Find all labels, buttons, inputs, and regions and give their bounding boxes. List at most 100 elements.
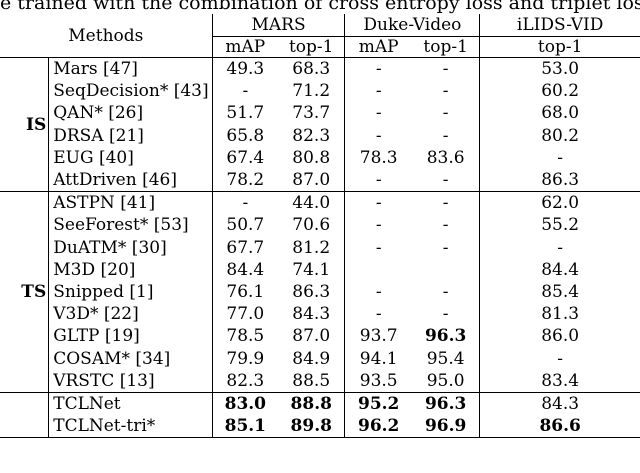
value-cell: 84.9 xyxy=(292,348,331,369)
value-cell: 81.3 xyxy=(479,303,640,326)
value-cell: - xyxy=(344,124,412,147)
value-cell: 78.3 xyxy=(344,146,412,169)
value-cell: 67.7 xyxy=(211,236,279,259)
value-cell: 83.4 xyxy=(479,369,640,393)
table-row: TCLNet-tri* 85.1 89.8 96.2 96.9 86.6 xyxy=(0,415,640,439)
method-name: SeeForest* [53] xyxy=(48,214,213,237)
method-name: V3D* [22] xyxy=(48,303,213,326)
value-cell: 74.1 xyxy=(292,259,331,280)
section-label: TS xyxy=(0,191,49,393)
mars-map-header: mAP xyxy=(211,36,279,58)
value-cell: - xyxy=(442,304,449,325)
value-cell xyxy=(344,258,412,281)
value-cell: 55.2 xyxy=(479,214,640,237)
value-cell: 51.7 xyxy=(211,102,279,125)
table-row: AttDriven [46] 78.2 87.0- -86.3 xyxy=(0,168,640,193)
value-cell: - xyxy=(344,80,412,103)
value-cell: 67.4 xyxy=(211,146,279,169)
method-name: EUG [40] xyxy=(48,146,213,169)
duke-video-header: Duke-Video xyxy=(344,14,480,37)
value-cell: 80.2 xyxy=(479,124,640,147)
value-cell: 87.0 xyxy=(278,168,345,193)
method-name: M3D [20] xyxy=(48,258,213,281)
value-cell: - xyxy=(442,103,449,124)
header-row-metrics: mAP top-1 mAP top-1 top-1 xyxy=(0,36,640,58)
value-cell: 88.5 xyxy=(278,369,345,393)
method-name: TCLNet-tri* xyxy=(48,415,213,439)
value-cell: - xyxy=(442,125,449,146)
value-cell: - xyxy=(344,303,412,326)
value-cell: - xyxy=(211,191,279,215)
value-cell: 87.0 xyxy=(292,326,331,347)
method-name: AttDriven [46] xyxy=(48,168,213,193)
value-cell: 73.7 xyxy=(292,103,331,124)
table-row: TS ASTPN [41] -44.0- -62.0 xyxy=(0,191,640,393)
table-row: M3D [20] 84.4 74.1 84.4 xyxy=(0,258,640,281)
method-name: TCLNet xyxy=(48,392,213,415)
value-cell: 77.0 xyxy=(211,303,279,326)
value-cell: - xyxy=(442,237,449,258)
value-cell: - xyxy=(442,193,449,214)
value-cell: 82.3 xyxy=(211,369,279,393)
table-row: VRSTC [13] 82.3 88.5 93.5 95.0 83.4 xyxy=(0,369,640,393)
value-cell: - xyxy=(344,102,412,125)
value-cell: 50.7 xyxy=(211,214,279,237)
table-row: SeeForest* [53] 50.7 70.6- -55.2 xyxy=(0,214,640,237)
value-cell: 86.6 xyxy=(479,415,640,439)
value-cell: - xyxy=(344,280,412,304)
value-cell: 89.8 xyxy=(278,415,345,439)
method-name: DRSA [21] xyxy=(48,124,213,147)
value-cell: 84.3 xyxy=(479,392,640,415)
method-name: Mars [47] xyxy=(48,57,213,81)
table-row: COSAM* [34] 79.9 84.9 94.1 95.4- xyxy=(0,347,640,370)
results-table: Methods MARS Duke-Video iLIDS-VID mAP to… xyxy=(0,14,640,439)
value-cell: 81.2 xyxy=(292,237,331,258)
value-cell: 96.3 xyxy=(424,393,467,414)
value-cell: 68.0 xyxy=(479,102,640,125)
method-name: GLTP [19] xyxy=(48,325,213,348)
value-cell: 78.2 xyxy=(211,168,279,193)
section-label: IS xyxy=(0,57,49,193)
table-row: EUG [40] 67.4 80.8 78.3 83.6- xyxy=(0,146,640,169)
table-row: GLTP [19] 78.5 87.0 93.7 96.3 86.0 xyxy=(0,325,640,348)
value-cell: - xyxy=(344,168,412,193)
method-name: COSAM* [34] xyxy=(48,347,213,370)
value-cell: 86.3 xyxy=(479,168,640,193)
value-cell: 95.4 xyxy=(426,348,465,369)
value-cell: 93.7 xyxy=(344,325,412,348)
table-row: DRSA [21] 65.8 82.3- -80.2 xyxy=(0,124,640,147)
value-cell: - xyxy=(344,236,412,259)
value-cell: 86.0 xyxy=(479,325,640,348)
duke-top1-header: top-1 xyxy=(411,36,480,58)
table-caption: e trained with the combination of cross … xyxy=(0,0,640,14)
table-row: DuATM* [30] 67.7 81.2- - - xyxy=(0,236,640,259)
value-cell: 71.2 xyxy=(292,81,331,102)
value-cell: - xyxy=(344,214,412,237)
method-name: SeqDecision* [43] xyxy=(48,80,213,103)
ilids-top1-header: top-1 xyxy=(479,36,640,58)
value-cell: - xyxy=(442,81,449,102)
value-cell: - xyxy=(344,57,412,81)
value-cell: 85.4 xyxy=(479,280,640,304)
value-cell: 83.6 xyxy=(426,147,465,168)
mars-top1-header: top-1 xyxy=(278,36,345,58)
table-row: Snipped [1] 76.1 86.3- -85.4 xyxy=(0,280,640,304)
mars-header: MARS xyxy=(211,14,345,37)
value-cell: 88.8 xyxy=(290,393,332,414)
value-cell: 70.6 xyxy=(292,215,331,236)
value-cell: 68.3 xyxy=(292,59,331,80)
ilids-vid-header: iLIDS-VID xyxy=(479,14,640,37)
table-row: IS Mars [47] 49.3 68.3- -53.0 xyxy=(0,57,640,193)
value-cell xyxy=(412,259,480,281)
value-cell: 85.1 xyxy=(211,415,279,439)
value-cell: 84.4 xyxy=(479,258,640,281)
value-cell: - xyxy=(411,168,480,193)
value-cell: - xyxy=(479,236,640,259)
table-row: SeqDecision* [43] -71.2- -60.2 xyxy=(0,80,640,103)
value-cell: 84.4 xyxy=(211,258,279,281)
value-cell: 82.3 xyxy=(292,125,331,146)
method-name: QAN* [26] xyxy=(48,102,213,125)
value-cell: - xyxy=(344,191,412,215)
value-cell: - xyxy=(442,215,449,236)
method-name: Snipped [1] xyxy=(48,280,213,304)
